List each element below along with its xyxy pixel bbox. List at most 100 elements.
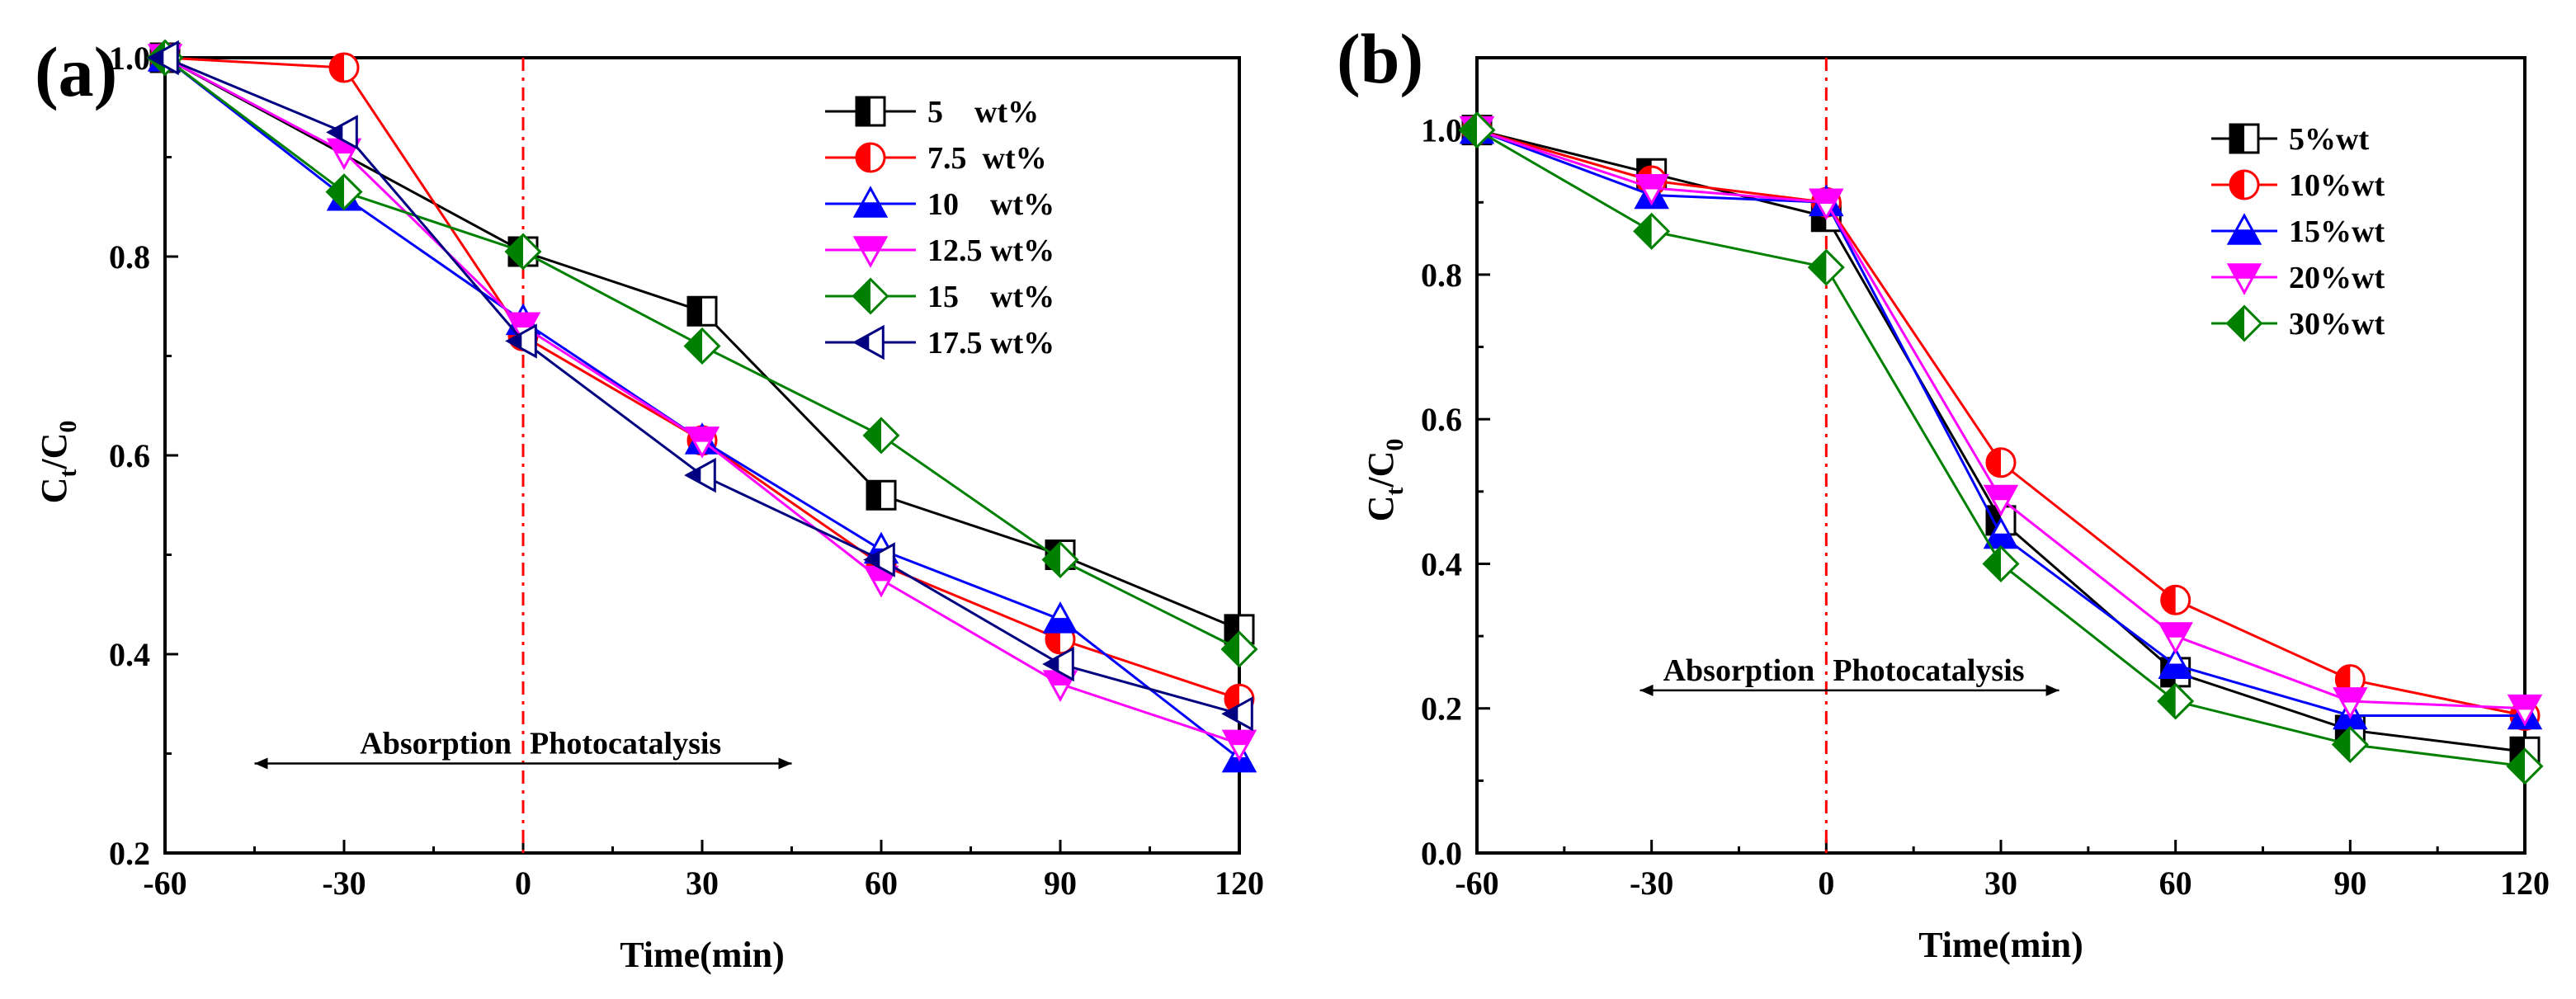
legend-marker xyxy=(852,324,885,360)
arrow-head-right xyxy=(2045,684,2059,696)
data-point xyxy=(1220,630,1258,668)
legend-item: 5%wt xyxy=(2211,122,2369,157)
legend-item: 20%wt xyxy=(2211,261,2385,295)
data-point xyxy=(2506,747,2544,785)
y-tick-label: 0.4 xyxy=(1421,545,1462,582)
data-point xyxy=(1807,248,1845,286)
x-tick-label: 60 xyxy=(865,865,898,902)
y-tick-label: 0.0 xyxy=(1421,835,1462,872)
x-tick-label: 0 xyxy=(1818,865,1834,902)
annotation-right-label: Photocatalysis xyxy=(1833,653,2024,688)
legend-item: 7.5 wt% xyxy=(825,141,1047,176)
legend-label: 15 wt% xyxy=(927,280,1054,314)
data-point xyxy=(325,173,363,211)
series-line xyxy=(164,56,1240,700)
arrow-head-left xyxy=(254,757,268,770)
legend-marker xyxy=(2226,263,2262,295)
series-3 xyxy=(1459,111,2543,730)
data-point xyxy=(862,417,900,455)
data-point xyxy=(1042,601,1078,634)
chart-panel-b: (b) -60 -30 0 30 60 90 120 0.0 0.2 0.4 0.6 0.8 1.0 Tim… xyxy=(1337,19,2550,965)
legend-marker xyxy=(2229,169,2260,200)
legend-label: 5 wt% xyxy=(927,95,1039,130)
legend-marker xyxy=(2229,123,2260,154)
legend-marker xyxy=(855,142,886,173)
x-tick-label: -30 xyxy=(322,865,366,902)
y-tick-label: 0.6 xyxy=(109,437,150,474)
data-point xyxy=(1809,188,1844,221)
legend-label: 20%wt xyxy=(2289,261,2385,295)
y-tick-label: 0.2 xyxy=(1421,690,1462,728)
arrow-head-left xyxy=(1639,684,1654,696)
chart-panel-a: (a) -60 -30 0 30 60 90 120 0.2 0.4 0.6 0.8 1.0 Time(m… xyxy=(34,32,1264,975)
series-line xyxy=(164,56,1240,745)
data-point xyxy=(505,323,537,359)
x-tick-label: 120 xyxy=(1215,865,1264,902)
data-point xyxy=(686,295,718,327)
data-point xyxy=(2333,687,2368,719)
data-point xyxy=(1458,111,1496,149)
data-point xyxy=(1983,484,2019,517)
y-tick-label: 1.0 xyxy=(109,40,150,77)
x-tick-label: 30 xyxy=(686,865,719,902)
annotation-left-label: Absorption xyxy=(1663,653,1815,688)
legend-marker xyxy=(2225,304,2263,342)
data-point xyxy=(1042,646,1074,682)
data-point xyxy=(1221,729,1257,762)
legend-marker xyxy=(852,236,889,268)
series-2 xyxy=(1461,115,2541,731)
data-point xyxy=(1982,544,2020,582)
x-tick-label: -60 xyxy=(1455,865,1498,902)
legend-item: 15%wt xyxy=(2211,213,2385,249)
legend-label: 30%wt xyxy=(2289,307,2385,342)
legend-marker xyxy=(852,277,889,315)
legend-label: 10 wt% xyxy=(927,187,1054,222)
y-tick-label: 0.8 xyxy=(1421,257,1462,294)
x-tick-label: -30 xyxy=(1630,865,1673,902)
x-tick-label: 0 xyxy=(515,865,531,902)
annotation-right-label: Photocatalysis xyxy=(530,727,721,761)
legend-item: 12.5 wt% xyxy=(825,233,1054,268)
x-axis-title: Time(min) xyxy=(1918,925,2083,965)
y-tick-label: 0.8 xyxy=(109,238,150,276)
data-point xyxy=(2158,647,2193,679)
legend-marker xyxy=(2226,213,2262,245)
legend-item: 10%wt xyxy=(2211,168,2385,203)
annotation-left-label: Absorption xyxy=(360,727,512,761)
y-axis-title: Ct/C0 xyxy=(1361,439,1408,522)
x-tick-label: -60 xyxy=(143,865,186,902)
y-axis: 0.2 0.4 0.6 0.8 1.0 xyxy=(109,40,178,872)
y-tick-label: 1.0 xyxy=(1421,112,1462,149)
legend-item: 5 wt% xyxy=(825,95,1039,130)
x-tick-label: 90 xyxy=(2333,865,2366,902)
data-point xyxy=(863,542,895,577)
legend-item: 10 wt% xyxy=(825,186,1054,222)
series-2 xyxy=(149,42,1255,714)
legend-marker xyxy=(855,96,886,127)
x-axis-title: Time(min) xyxy=(620,935,785,975)
legend-marker xyxy=(852,186,889,218)
annotation: Absorption Photocatalysis xyxy=(1639,653,2059,696)
y-tick-label: 0.6 xyxy=(1421,401,1462,438)
series-5 xyxy=(1458,111,2544,785)
data-point xyxy=(2507,694,2543,727)
panel-label: (b) xyxy=(1337,19,1423,98)
series-3 xyxy=(147,40,1257,773)
data-point xyxy=(1634,173,1669,206)
legend: 5%wt 10%wt 15%wt 20%wt 30%wt xyxy=(2211,122,2385,342)
legend-item: 17.5 wt% xyxy=(825,324,1054,360)
data-point xyxy=(1041,541,1079,579)
legend-label: 12.5 wt% xyxy=(927,233,1054,268)
x-axis: -60 -30 0 30 60 90 120 xyxy=(143,840,1264,902)
legend-label: 7.5 wt% xyxy=(927,141,1047,176)
data-point xyxy=(2157,682,2195,720)
series-line xyxy=(164,56,1240,715)
legend-item: 15 wt% xyxy=(825,277,1054,315)
legend-label: 17.5 wt% xyxy=(927,326,1054,360)
x-axis: -60 -30 0 30 60 90 120 xyxy=(1455,840,2550,902)
data-point xyxy=(326,115,358,150)
series-line xyxy=(164,56,1240,760)
series-4 xyxy=(1459,115,2543,727)
data-point xyxy=(2158,622,2193,654)
series-line xyxy=(164,56,1240,631)
